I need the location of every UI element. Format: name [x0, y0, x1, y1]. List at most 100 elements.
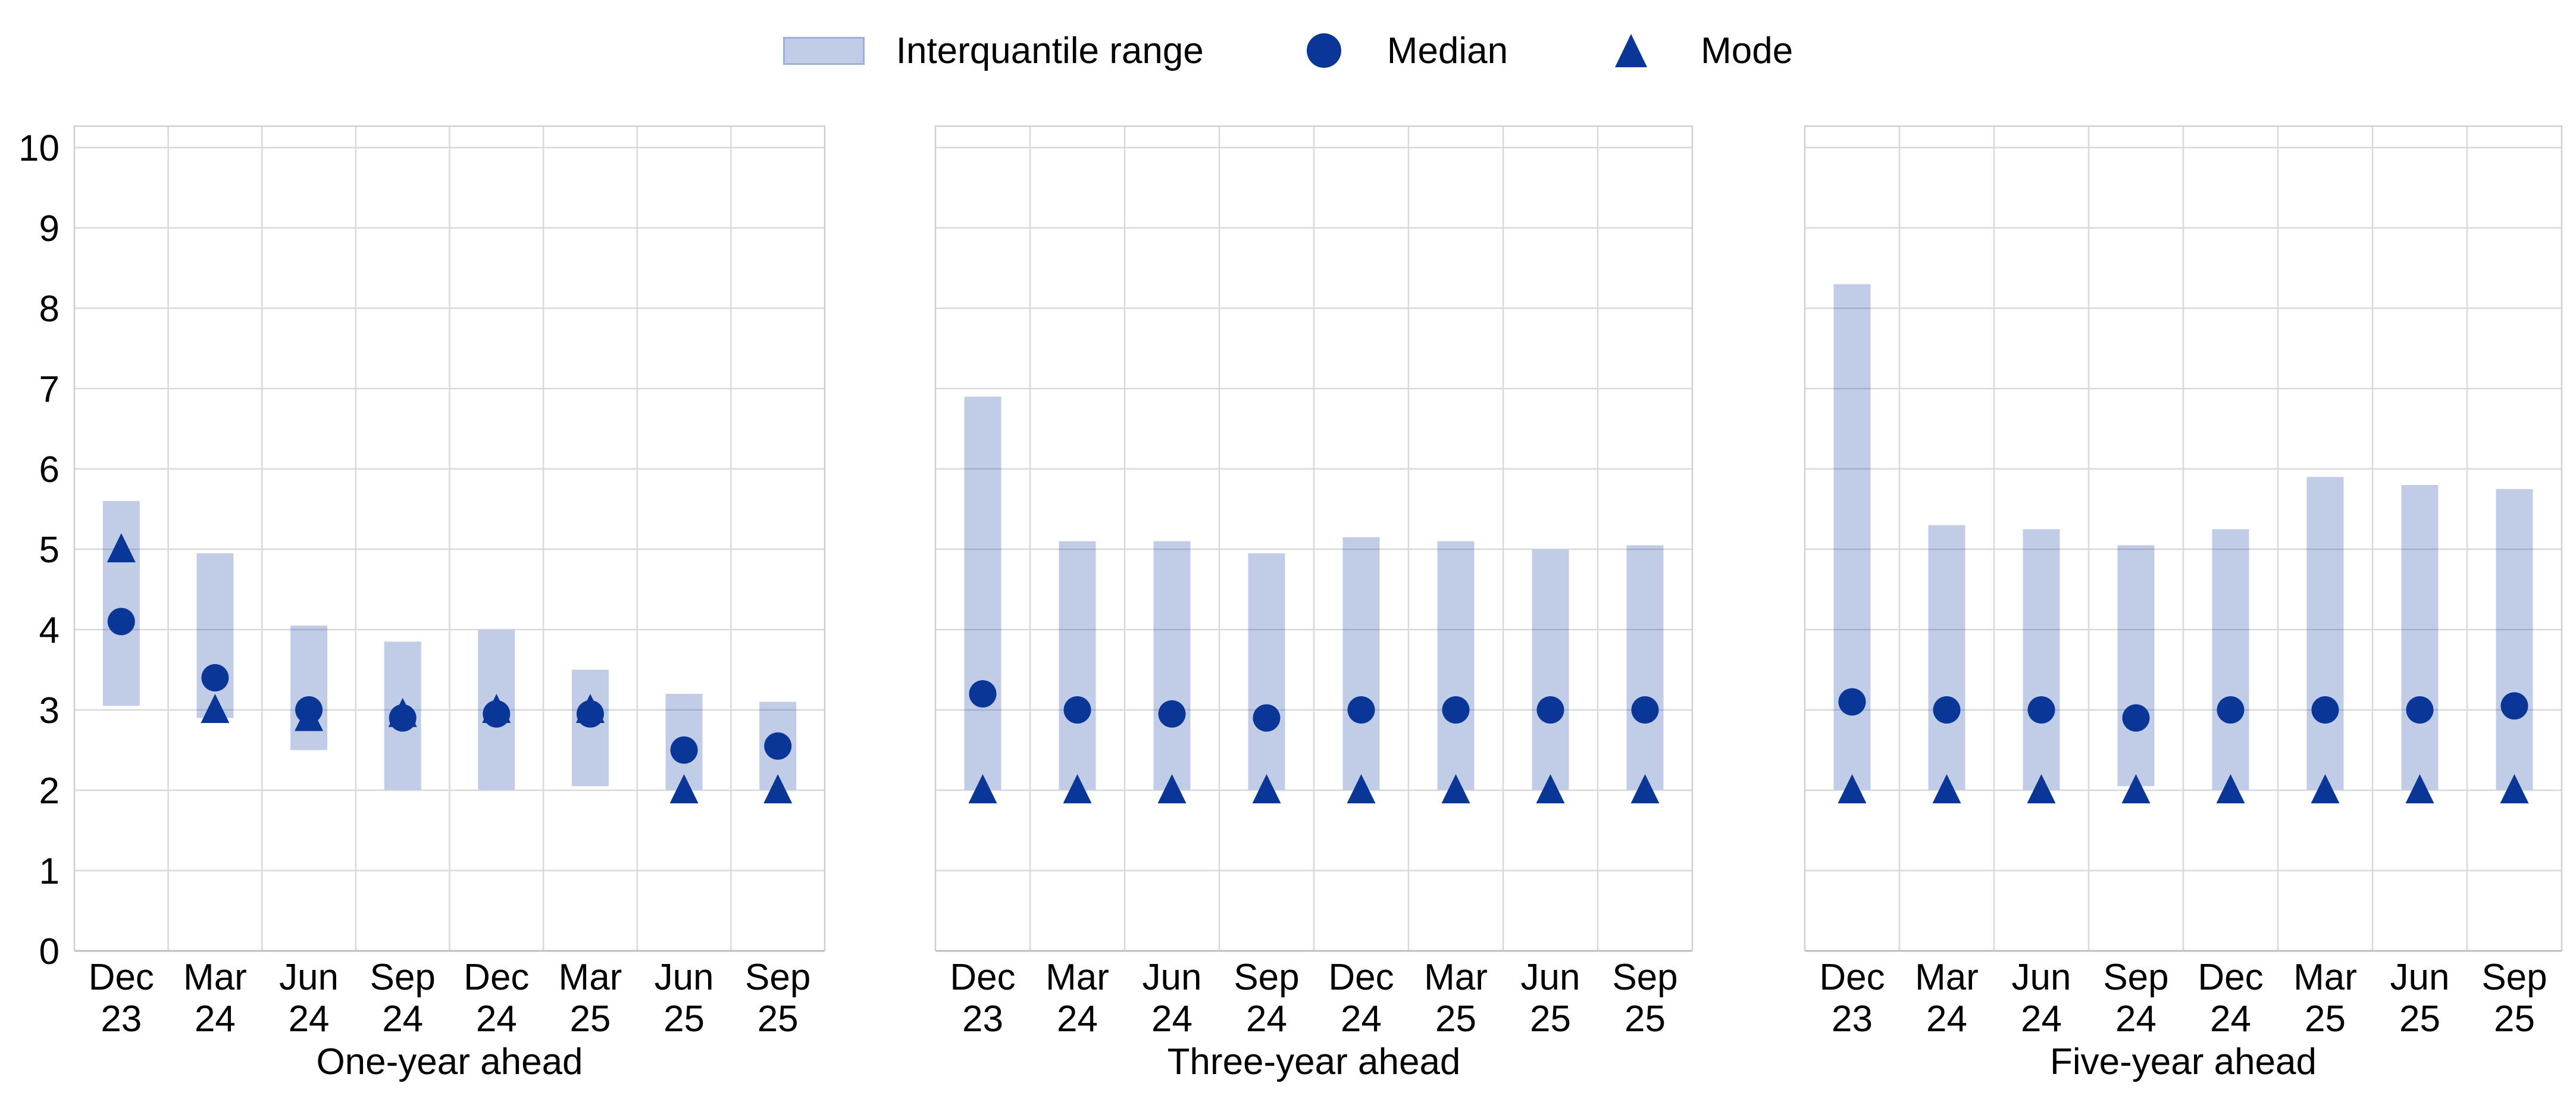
x-tick-label: Jun: [655, 957, 714, 998]
mode-marker: [1932, 774, 1961, 803]
median-marker: [1253, 704, 1281, 732]
median-marker: [295, 696, 323, 724]
x-tick-label: 24: [1341, 999, 1382, 1040]
x-tick-label: 25: [2305, 999, 2346, 1040]
mode-marker: [968, 774, 997, 803]
x-tick-label: Sep: [2481, 957, 2547, 998]
iqr-bar: [1928, 525, 1965, 790]
y-tick-label: 2: [39, 771, 60, 812]
median-marker: [2406, 696, 2434, 724]
mode-marker: [2500, 774, 2529, 803]
x-tick-label: Jun: [2012, 957, 2071, 998]
iqr-bar: [964, 396, 1001, 790]
mode-marker: [1441, 774, 1470, 803]
x-tick-label: Mar: [1424, 957, 1488, 998]
x-tick-label: Jun: [1143, 957, 1202, 998]
median-marker: [2027, 696, 2055, 724]
x-tick-label: 23: [101, 999, 142, 1040]
y-tick-label: 7: [39, 369, 60, 410]
interquantile-range-swatch-icon: [782, 36, 865, 65]
iqr-bar: [1059, 541, 1096, 790]
iqr-bar: [2023, 529, 2060, 790]
x-axis-title: Five-year ahead: [2050, 1041, 2317, 1082]
panel-three-year-ahead: Dec23Mar24Jun24Sep24Dec24Mar25Jun25Sep25…: [934, 125, 1694, 1082]
x-tick-label: Sep: [1234, 957, 1299, 998]
y-tick-label: 6: [39, 449, 60, 490]
y-tick-label: 0: [39, 931, 60, 972]
mode-marker: [2311, 774, 2340, 803]
mode-marker: [1630, 774, 1660, 803]
y-tick-label: 5: [39, 530, 60, 571]
x-tick-label: 24: [2210, 999, 2251, 1040]
x-tick-label: Mar: [1915, 957, 1979, 998]
median-marker: [969, 680, 997, 708]
median-marker: [1442, 696, 1470, 724]
iqr-bar: [2306, 477, 2344, 790]
mode-marker: [1252, 774, 1281, 803]
plot-frame: [1804, 125, 2563, 951]
x-tick-label: 25: [2494, 999, 2535, 1040]
mode-marker-icon: [1615, 34, 1648, 67]
iqr-bar: [571, 669, 609, 787]
vertical-gridlines: [1029, 126, 1599, 951]
y-tick-label: 4: [39, 610, 60, 651]
median-marker: [1063, 696, 1091, 724]
iqr-bar: [1626, 545, 1664, 790]
median-marker: [1838, 688, 1866, 716]
panel-one-year-ahead: Dec23Mar24Jun24Sep24Dec24Mar25Jun25Sep25…: [73, 125, 826, 1082]
x-tick-label: 24: [1926, 999, 1967, 1040]
median-marker: [389, 704, 417, 732]
y-tick-label: 3: [39, 690, 60, 731]
x-tick-label: 24: [382, 999, 423, 1040]
x-tick-label: Jun: [279, 957, 339, 998]
x-tick-label: 24: [2021, 999, 2062, 1040]
iqr-bar: [2496, 489, 2533, 790]
x-tick-label: 24: [1246, 999, 1287, 1040]
median-marker: [2217, 696, 2245, 724]
plot-frame: [73, 125, 826, 951]
legend-item-label: Interquantile range: [896, 30, 1204, 71]
median-marker-icon: [1306, 33, 1341, 68]
x-tick-label: 24: [476, 999, 517, 1040]
median-marker: [1158, 700, 1186, 728]
vertical-gridlines: [167, 126, 732, 951]
x-tick-label: 25: [1435, 999, 1476, 1040]
iqr-bar: [1437, 541, 1475, 790]
median-marker: [1631, 696, 1659, 724]
x-tick-label: Mar: [183, 957, 247, 998]
iqr-bar: [2401, 485, 2439, 790]
legend-item-interquantile-range: Interquantile range: [782, 30, 1204, 72]
x-tick-label: 24: [2115, 999, 2156, 1040]
iqr-bar: [102, 501, 140, 706]
x-tick-label: Sep: [370, 957, 436, 998]
legend: Interquantile range Median Mode: [0, 18, 2576, 83]
x-axis-title: One-year ahead: [316, 1041, 583, 1082]
iqr-bar: [2117, 545, 2155, 787]
x-tick-label: Dec: [89, 957, 154, 998]
iqr-bar: [1153, 541, 1191, 790]
x-tick-label: 25: [1625, 999, 1666, 1040]
x-tick-label: 24: [1151, 999, 1192, 1040]
iqr-bar: [196, 553, 234, 718]
median-marker: [2122, 704, 2150, 732]
mode-marker: [2216, 774, 2245, 803]
y-tick-label: 8: [39, 289, 60, 330]
mode-marker: [763, 774, 793, 803]
x-tick-label: 25: [663, 999, 705, 1040]
y-tick-label: 9: [39, 208, 60, 249]
median-marker: [107, 608, 135, 636]
x-tick-label: 25: [569, 999, 611, 1040]
x-tick-label: 25: [1530, 999, 1571, 1040]
iqr-bar: [1532, 549, 1569, 790]
x-tick-label: Jun: [2390, 957, 2450, 998]
iqr-bar: [2212, 529, 2249, 790]
median-marker: [576, 700, 604, 728]
panel-five-year-ahead: Dec23Mar24Jun24Sep24Dec24Mar25Jun25Sep25…: [1804, 125, 2563, 1082]
median-marker: [201, 664, 229, 691]
mode-marker: [1347, 774, 1376, 803]
mode-marker: [2121, 774, 2151, 803]
mode-marker: [107, 533, 136, 562]
x-tick-label: 23: [1832, 999, 1873, 1040]
x-tick-label: 25: [758, 999, 799, 1040]
